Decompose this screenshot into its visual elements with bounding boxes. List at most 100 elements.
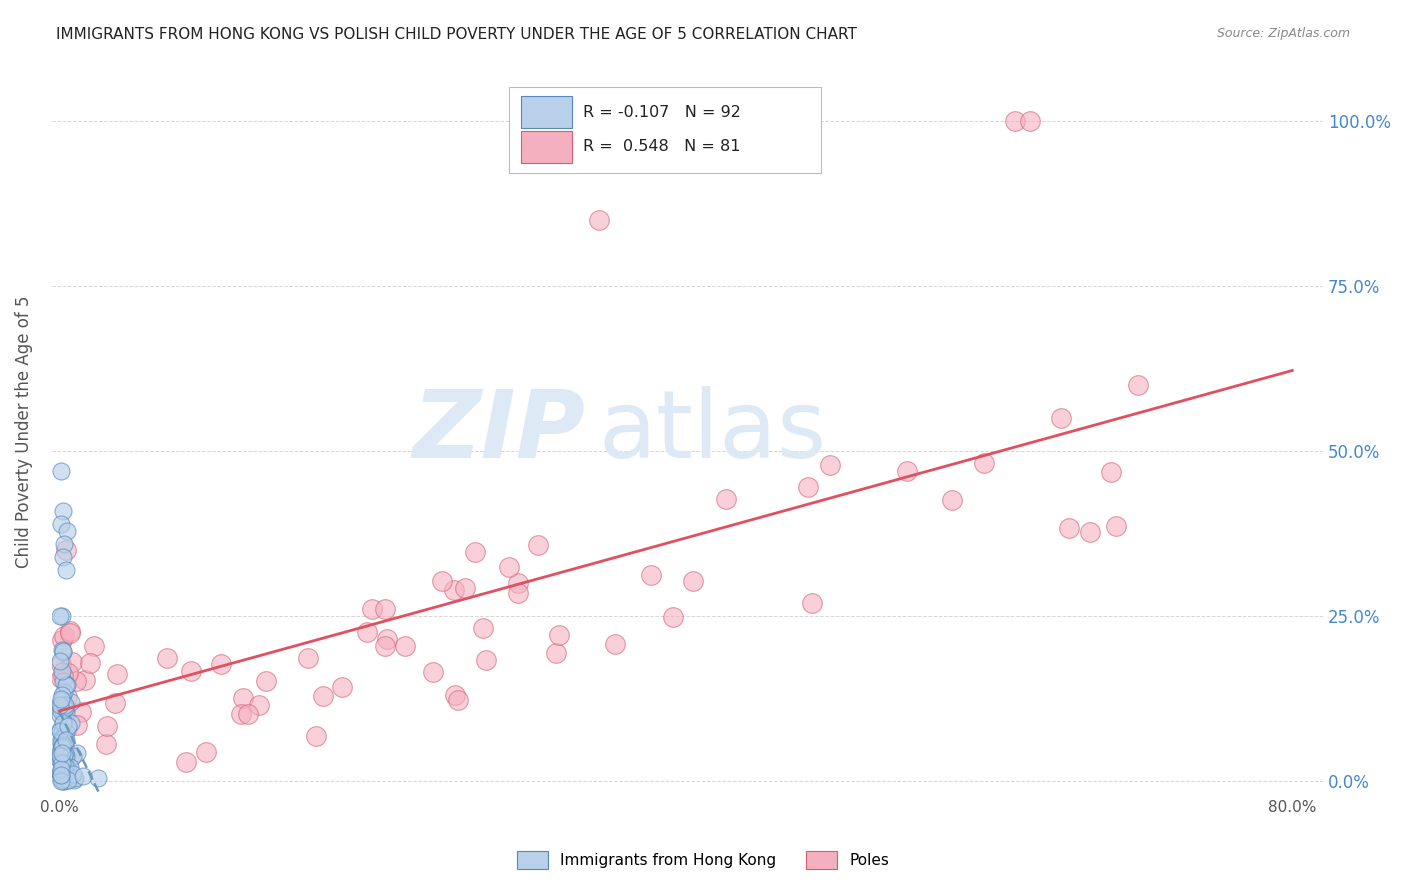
Point [53,684,76,698]
Point [53,629,76,643]
Point [49,748,72,763]
Point [51,772,73,786]
Point [49,464,72,478]
Point [51,772,73,787]
Point [548,628,571,642]
Point [53,739,76,754]
Point [55,543,77,558]
Point [49,735,72,749]
Point [51,632,73,647]
Point [59,760,82,774]
Point [247,698,270,713]
Point [51,756,73,770]
Point [53,747,76,762]
Point [603,637,626,651]
Point [232,690,254,705]
Point [58,624,80,639]
Point [330,680,353,694]
Point [52,705,75,719]
Point [714,492,737,507]
Point [51,644,73,658]
Point [51,762,73,776]
Point [62,767,84,781]
Point [60,771,83,785]
Point [1004,114,1026,128]
Point [51,664,73,678]
Point [55,749,77,764]
Point [52,669,75,683]
Point [312,689,335,703]
Point [49,516,72,531]
Point [53,746,76,760]
Point [447,693,470,707]
Point [53,701,76,715]
Point [49,745,72,759]
Point [56,773,79,788]
Point [682,574,704,588]
Point [53,537,76,551]
Point [56,678,79,692]
Point [62,748,84,763]
Point [55,706,77,720]
Point [56,524,79,538]
Point [49,671,72,685]
Point [87,771,110,785]
Point [66,717,89,731]
Point [361,602,384,616]
Point [373,602,395,616]
Point [51,765,73,780]
Point [464,545,486,559]
Point [49,767,72,781]
Point [51,724,73,739]
Point [544,646,567,660]
Point [52,773,75,788]
Y-axis label: Child Poverty Under the Age of 5: Child Poverty Under the Age of 5 [15,295,32,568]
Point [52,731,75,746]
Point [588,213,610,227]
Point [254,674,277,689]
FancyBboxPatch shape [520,96,572,128]
Point [51,740,73,755]
Point [1128,378,1150,392]
Point [194,745,217,759]
Point [75,673,97,688]
Point [48,754,70,768]
Point [48,766,70,780]
Point [60,656,83,670]
Point [454,582,477,596]
Point [52,645,75,659]
Point [51,764,73,779]
Point [51,746,73,760]
Point [63,772,86,787]
Point [236,706,259,721]
FancyBboxPatch shape [520,131,572,163]
Point [51,768,73,782]
Point [498,560,520,574]
Point [801,596,824,610]
Point [1057,521,1080,535]
Point [49,692,72,706]
Point [63,772,86,786]
Text: Source: ZipAtlas.com: Source: ZipAtlas.com [1216,27,1350,40]
Point [52,738,75,752]
Point [49,766,72,780]
Point [55,724,77,739]
Point [375,632,398,646]
Point [896,464,918,478]
Point [506,576,529,591]
Point [51,772,73,787]
Point [51,549,73,564]
Point [662,610,685,624]
Point [51,504,73,518]
Point [231,706,253,721]
Text: atlas: atlas [599,385,827,477]
Point [55,563,77,577]
Point [432,574,454,588]
Point [55,740,77,755]
Point [94,737,117,751]
Point [305,729,328,743]
Point [52,715,75,730]
Point [297,650,319,665]
Point [51,759,73,773]
Point [818,458,841,472]
